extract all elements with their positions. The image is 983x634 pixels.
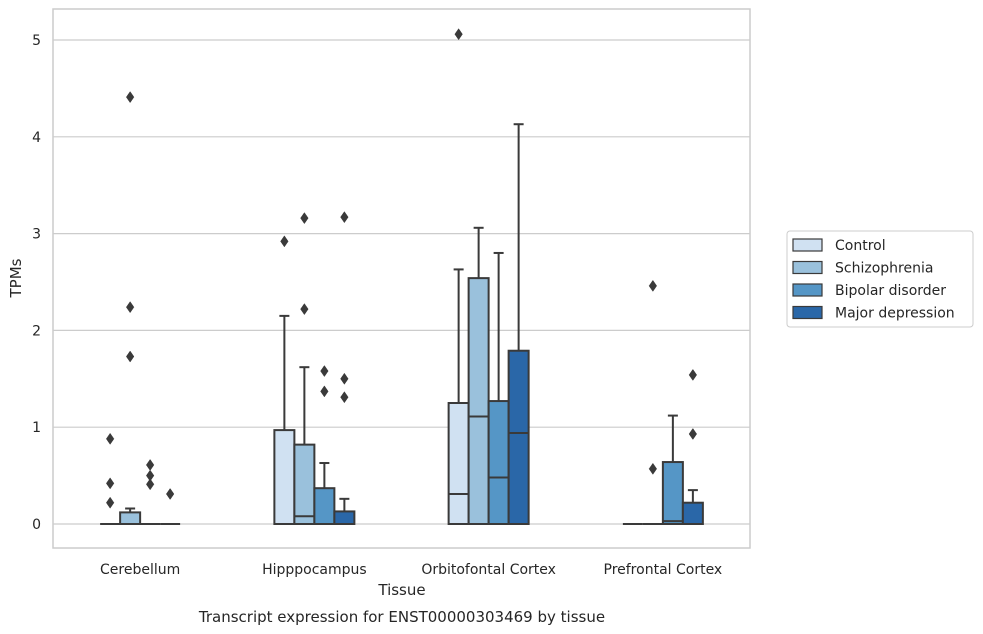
- y-tick-label: 3: [32, 227, 41, 243]
- plot-frame: [52, 8, 751, 549]
- box-schizophrenia: [119, 511, 142, 525]
- x-axis-label: Tissue: [377, 581, 425, 599]
- legend-label: Control: [835, 238, 886, 254]
- outlier-point: [340, 391, 349, 404]
- box-major-depression: [507, 349, 530, 525]
- outlier-point: [340, 372, 349, 385]
- outlier-point: [126, 350, 135, 363]
- outlier-point: [648, 279, 657, 292]
- y-tick-label: 2: [32, 323, 41, 339]
- box-major-depression: [333, 510, 356, 525]
- box-schizophrenia: [467, 277, 490, 525]
- outlier-point: [106, 477, 115, 490]
- outlier-point: [126, 91, 135, 104]
- tick-labels: 0 1 2 3 4 5 Cerebellum Hipppocampus Orbitofontal…: [32, 33, 722, 578]
- box-layer: [100, 28, 704, 526]
- outlier-point: [146, 478, 155, 491]
- box-control: [273, 429, 296, 525]
- x-tick-label: Hipppocampus: [262, 562, 367, 578]
- outlier-point: [126, 301, 135, 314]
- y-axis-label: TPMs: [7, 258, 25, 298]
- box-bipolar-disorder: [313, 487, 336, 525]
- outlier-point: [146, 459, 155, 471]
- outlier-point: [106, 432, 115, 445]
- legend-label: Bipolar disorder: [835, 283, 946, 299]
- x-tick-label: Orbitofontal Cortex: [421, 562, 556, 578]
- x-tick-label: Cerebellum: [100, 562, 180, 578]
- box-control: [447, 402, 470, 525]
- y-tick-label: 0: [32, 517, 41, 533]
- legend-swatch: [792, 283, 823, 297]
- outlier-point: [280, 235, 289, 248]
- outlier-point: [106, 496, 115, 509]
- outlier-point: [340, 211, 349, 224]
- legend-swatch: [792, 260, 823, 275]
- outlier-point: [320, 385, 329, 398]
- x-tick-label: Prefrontal Cortex: [604, 562, 723, 578]
- legend-swatch: [792, 305, 823, 320]
- outlier-point: [648, 462, 657, 475]
- outlier-point: [320, 365, 329, 377]
- outlier-point: [166, 488, 175, 500]
- legend-label: Major depression: [835, 306, 955, 322]
- grid-lines: [53, 39, 750, 525]
- outlier-point: [300, 212, 309, 225]
- outlier-point: [454, 28, 463, 41]
- outlier-point: [300, 303, 309, 316]
- y-tick-label: 1: [32, 420, 41, 436]
- outlier-point: [688, 428, 697, 440]
- legend-frame: [786, 230, 974, 328]
- y-tick-label: 4: [32, 130, 41, 146]
- chart-caption: Transcript expression for ENST0000030346…: [198, 608, 605, 626]
- box-major-depression: [681, 501, 704, 526]
- box-bipolar-disorder: [661, 461, 684, 526]
- outlier-point: [688, 368, 697, 381]
- legend-label: Schizophrenia: [835, 261, 933, 277]
- y-tick-label: 5: [32, 33, 41, 49]
- legend-swatch: [792, 238, 823, 252]
- box-schizophrenia: [293, 443, 316, 525]
- box-bipolar-disorder: [487, 400, 510, 525]
- legend: Control Schizophrenia Bipolar disorder Majo…: [786, 230, 974, 328]
